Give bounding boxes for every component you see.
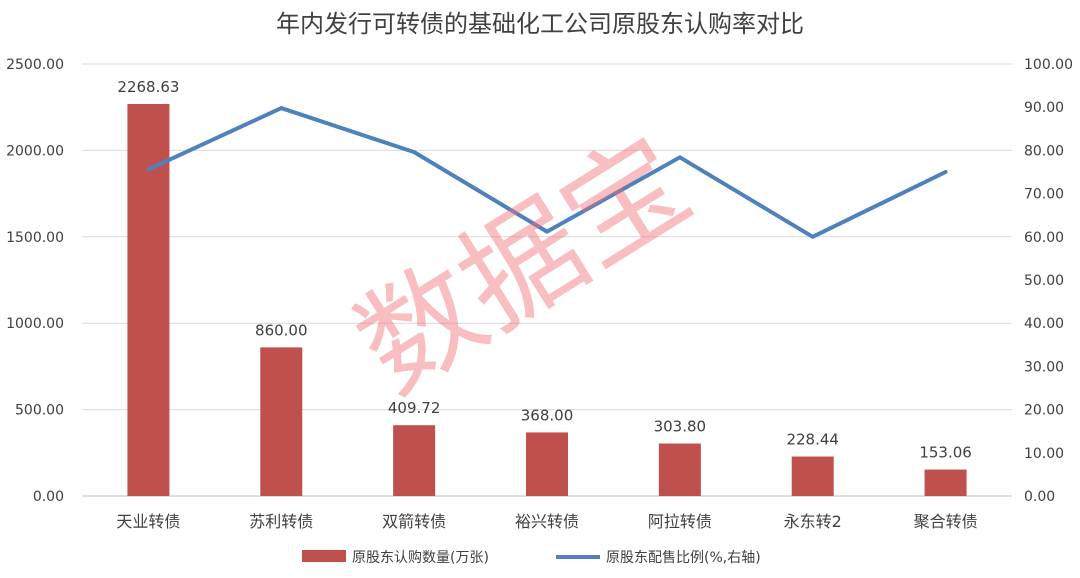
watermark-text: 数据宝 — [334, 111, 713, 420]
left-axis-tick-label: 1000.00 — [6, 316, 64, 332]
line-point — [678, 155, 682, 159]
right-axis-tick-label: 30.00 — [1024, 359, 1064, 375]
left-axis: 0.00 500.00 1000.00 1500.00 2000.00 2500.00 — [6, 57, 64, 505]
bar-data-label: 153.06 — [919, 444, 972, 462]
line-point — [944, 170, 948, 174]
x-axis-tick-label: 天业转债 — [116, 512, 180, 531]
x-axis-tick-label: 苏利转债 — [249, 512, 313, 531]
left-axis-tick-label: 2000.00 — [6, 143, 64, 159]
chart-title: 年内发行可转债的基础化工公司原股东认购率对比 — [276, 10, 804, 38]
bar — [924, 469, 967, 496]
bar — [791, 456, 834, 496]
line-point — [545, 230, 549, 234]
legend: 原股东认购数量(万张) 原股东配售比例(%,右轴) — [302, 550, 761, 566]
line-point — [412, 150, 416, 154]
bar — [658, 443, 701, 496]
x-axis-tick-label: 双箭转债 — [382, 512, 446, 531]
x-axis-tick-label: 阿拉转债 — [648, 512, 712, 531]
line-series — [146, 106, 948, 239]
bar — [260, 347, 303, 496]
bar-data-label: 228.44 — [786, 431, 839, 449]
right-axis-tick-label: 70.00 — [1024, 187, 1064, 203]
right-axis-tick-label: 10.00 — [1024, 446, 1064, 462]
bar — [393, 425, 436, 496]
right-axis-tick-label: 80.00 — [1024, 143, 1064, 159]
line-point — [811, 235, 815, 239]
right-axis-tick-label: 20.00 — [1024, 403, 1064, 419]
bar-data-label: 303.80 — [654, 418, 707, 436]
bar-series — [127, 103, 967, 496]
right-axis-tick-label: 100.00 — [1024, 57, 1073, 73]
bar-data-label: 409.72 — [388, 399, 441, 417]
right-axis-tick-label: 60.00 — [1024, 230, 1064, 246]
x-axis-tick-label: 裕兴转债 — [515, 512, 579, 531]
x-axis-tick-label: 永东转2 — [784, 512, 842, 531]
watermark: 数据宝 — [334, 111, 713, 420]
right-axis-tick-label: 90.00 — [1024, 100, 1064, 116]
right-axis-tick-label: 50.00 — [1024, 273, 1064, 289]
left-axis-tick-label: 0.00 — [33, 489, 64, 505]
left-axis-tick-label: 2500.00 — [6, 57, 64, 73]
bar-data-label: 368.00 — [521, 406, 574, 424]
bar-data-label: 2268.63 — [117, 78, 179, 96]
line-point — [146, 167, 150, 171]
right-axis: 0.00 10.00 20.00 30.00 40.00 50.00 60.00 70.00 8… — [1024, 57, 1073, 505]
left-axis-tick-label: 1500.00 — [6, 230, 64, 246]
left-axis-tick-label: 500.00 — [15, 403, 64, 419]
x-axis: 天业转债 苏利转债 双箭转债 裕兴转债 阿拉转债 永东转2 聚合转债 — [116, 512, 977, 531]
legend-label-line: 原股东配售比例(%,右轴) — [606, 550, 761, 566]
legend-swatch-bar — [302, 550, 346, 562]
bar-data-label: 860.00 — [255, 321, 308, 339]
right-axis-tick-label: 0.00 — [1024, 489, 1055, 505]
data-labels: 2268.63 860.00 409.72 368.00 303.80 228.44 153… — [117, 78, 971, 462]
bar — [526, 432, 568, 496]
legend-label-bar: 原股东认购数量(万张) — [352, 550, 489, 566]
line-point — [279, 106, 283, 110]
right-axis-tick-label: 40.00 — [1024, 316, 1064, 332]
x-axis-tick-label: 聚合转债 — [914, 512, 978, 531]
